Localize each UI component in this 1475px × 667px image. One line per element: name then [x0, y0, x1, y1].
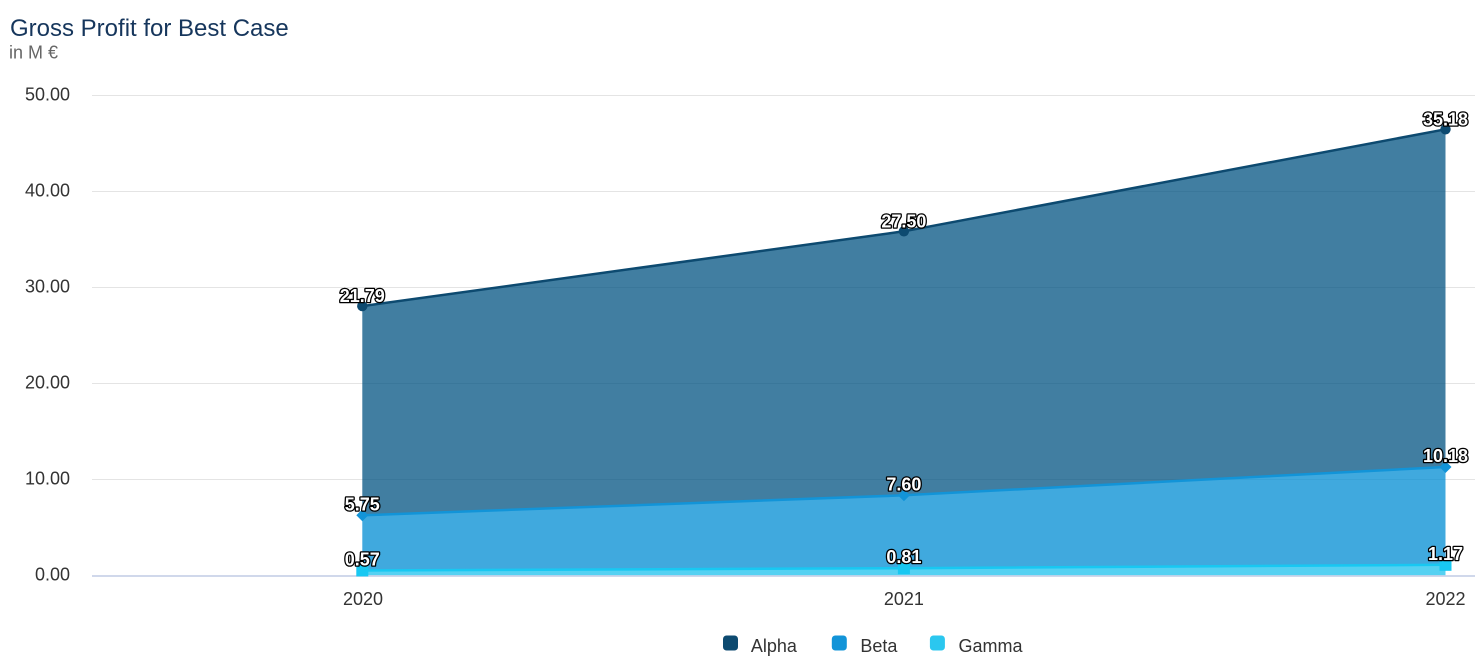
- svg-text:Gross Profit for Best Case: Gross Profit for Best Case: [10, 15, 289, 42]
- svg-text:2020: 2020: [343, 589, 383, 609]
- svg-text:Alpha: Alpha: [751, 636, 798, 656]
- svg-text:21.79: 21.79: [340, 286, 385, 306]
- svg-text:40.00: 40.00: [25, 181, 70, 201]
- svg-text:10.18: 10.18: [1423, 446, 1468, 466]
- svg-text:Gamma: Gamma: [959, 636, 1024, 656]
- svg-text:35.18: 35.18: [1423, 109, 1468, 129]
- svg-text:30.00: 30.00: [25, 277, 70, 297]
- svg-text:20.00: 20.00: [25, 373, 70, 393]
- svg-text:0.57: 0.57: [345, 550, 380, 570]
- svg-text:5.75: 5.75: [345, 494, 380, 514]
- svg-text:in M €: in M €: [9, 43, 58, 63]
- svg-text:1.17: 1.17: [1428, 544, 1463, 564]
- svg-text:0.00: 0.00: [35, 565, 70, 585]
- svg-text:27.50: 27.50: [881, 211, 926, 231]
- svg-text:50.00: 50.00: [25, 85, 70, 105]
- svg-text:0.81: 0.81: [886, 547, 921, 567]
- svg-text:2022: 2022: [1425, 589, 1465, 609]
- svg-text:10.00: 10.00: [25, 469, 70, 489]
- svg-text:7.60: 7.60: [886, 474, 921, 494]
- svg-text:2021: 2021: [884, 589, 924, 609]
- svg-text:Beta: Beta: [860, 636, 898, 656]
